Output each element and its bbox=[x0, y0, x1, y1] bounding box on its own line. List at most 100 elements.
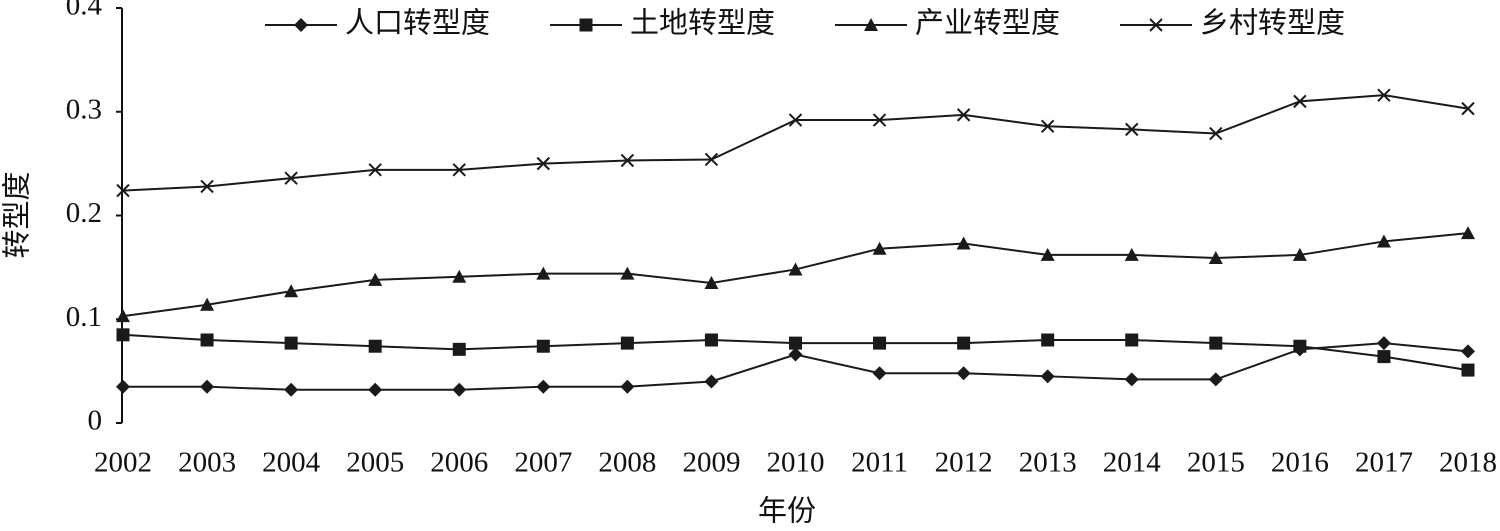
marker bbox=[957, 336, 971, 350]
marker bbox=[788, 347, 803, 362]
marker bbox=[873, 336, 887, 350]
marker bbox=[704, 374, 719, 389]
x-tick-label: 2013 bbox=[1019, 447, 1077, 479]
x-tick-label: 2012 bbox=[935, 447, 993, 479]
marker bbox=[1040, 247, 1055, 261]
marker bbox=[1040, 119, 1055, 133]
marker bbox=[1461, 101, 1475, 116]
legend-marker bbox=[294, 18, 308, 32]
marker bbox=[1461, 344, 1475, 359]
marker bbox=[452, 163, 466, 177]
legend-label: 乡村转型度 bbox=[1200, 7, 1345, 40]
y-tick-label: 0 bbox=[88, 405, 103, 437]
marker bbox=[1040, 369, 1055, 384]
x-tick-label: 2002 bbox=[94, 447, 152, 479]
marker bbox=[116, 183, 130, 198]
x-tick-label: 2006 bbox=[430, 447, 488, 479]
marker bbox=[1461, 363, 1475, 377]
marker bbox=[704, 333, 718, 347]
marker bbox=[200, 333, 214, 347]
x-tick-label: 2004 bbox=[262, 447, 321, 479]
y-tick-label: 0.2 bbox=[66, 197, 102, 229]
marker bbox=[1293, 339, 1307, 353]
marker bbox=[1124, 247, 1139, 261]
marker bbox=[116, 379, 130, 394]
marker bbox=[368, 339, 382, 353]
marker bbox=[704, 152, 719, 167]
legend-label: 产业转型度 bbox=[915, 7, 1060, 40]
y-axis-label: 转型度 bbox=[1, 171, 34, 258]
marker bbox=[284, 382, 299, 397]
x-tick-label: 2005 bbox=[346, 447, 404, 479]
marker bbox=[1208, 251, 1223, 265]
marker bbox=[284, 284, 299, 298]
marker bbox=[200, 379, 215, 394]
marker bbox=[536, 339, 550, 353]
marker bbox=[620, 153, 635, 168]
marker bbox=[452, 269, 467, 283]
x-tick-label: 2015 bbox=[1187, 447, 1245, 479]
x-axis-label: 年份 bbox=[758, 495, 816, 528]
marker bbox=[789, 336, 802, 350]
marker bbox=[368, 272, 383, 286]
y-tick-label: 0.4 bbox=[66, 0, 103, 22]
marker bbox=[956, 236, 971, 250]
marker bbox=[284, 336, 298, 350]
marker bbox=[956, 366, 971, 381]
marker bbox=[872, 241, 887, 255]
series-line bbox=[122, 94, 1469, 192]
legend-marker bbox=[864, 18, 878, 31]
legend-label: 人口转型度 bbox=[345, 7, 490, 40]
y-tick-label: 0.1 bbox=[66, 301, 102, 333]
marker bbox=[620, 379, 635, 394]
x-tick-label: 2014 bbox=[1103, 447, 1162, 479]
x-tick-label: 2010 bbox=[767, 447, 825, 479]
legend-label: 土地转型度 bbox=[630, 7, 775, 40]
x-tick-label: 2007 bbox=[514, 447, 572, 479]
marker bbox=[200, 297, 215, 311]
y-tick-label: 0.3 bbox=[66, 93, 102, 125]
marker bbox=[788, 113, 803, 127]
x-tick-label: 2008 bbox=[598, 447, 656, 479]
marker bbox=[1208, 372, 1223, 387]
x-tick-label: 2009 bbox=[682, 447, 740, 479]
marker bbox=[1041, 333, 1055, 347]
marker bbox=[116, 328, 130, 342]
marker bbox=[872, 366, 887, 381]
marker bbox=[1377, 88, 1391, 102]
marker bbox=[1376, 234, 1391, 248]
marker bbox=[536, 266, 551, 280]
marker bbox=[452, 382, 467, 397]
marker bbox=[284, 171, 298, 185]
marker bbox=[788, 262, 803, 276]
marker bbox=[1461, 226, 1475, 240]
marker bbox=[1292, 247, 1307, 261]
x-tick-label: 2003 bbox=[178, 447, 236, 479]
marker bbox=[368, 382, 383, 397]
marker bbox=[704, 275, 719, 289]
legend-marker bbox=[1149, 18, 1163, 32]
marker bbox=[620, 336, 634, 350]
marker bbox=[872, 113, 887, 127]
marker bbox=[1376, 336, 1391, 351]
marker bbox=[452, 342, 466, 356]
marker bbox=[1377, 350, 1391, 364]
marker bbox=[368, 163, 382, 177]
marker bbox=[1125, 122, 1139, 137]
marker bbox=[116, 309, 130, 323]
marker bbox=[956, 108, 971, 122]
marker bbox=[536, 156, 551, 171]
legend-marker bbox=[579, 18, 593, 32]
marker bbox=[536, 379, 551, 394]
marker bbox=[1124, 372, 1139, 387]
marker bbox=[200, 179, 214, 194]
x-tick-label: 2016 bbox=[1271, 447, 1329, 479]
x-tick-label: 2018 bbox=[1439, 447, 1497, 479]
marker bbox=[1293, 94, 1307, 109]
x-tick-label: 2011 bbox=[851, 447, 908, 479]
marker bbox=[1125, 333, 1139, 347]
marker bbox=[1209, 336, 1223, 350]
marker bbox=[1209, 126, 1223, 141]
x-tick-label: 2017 bbox=[1355, 447, 1413, 479]
